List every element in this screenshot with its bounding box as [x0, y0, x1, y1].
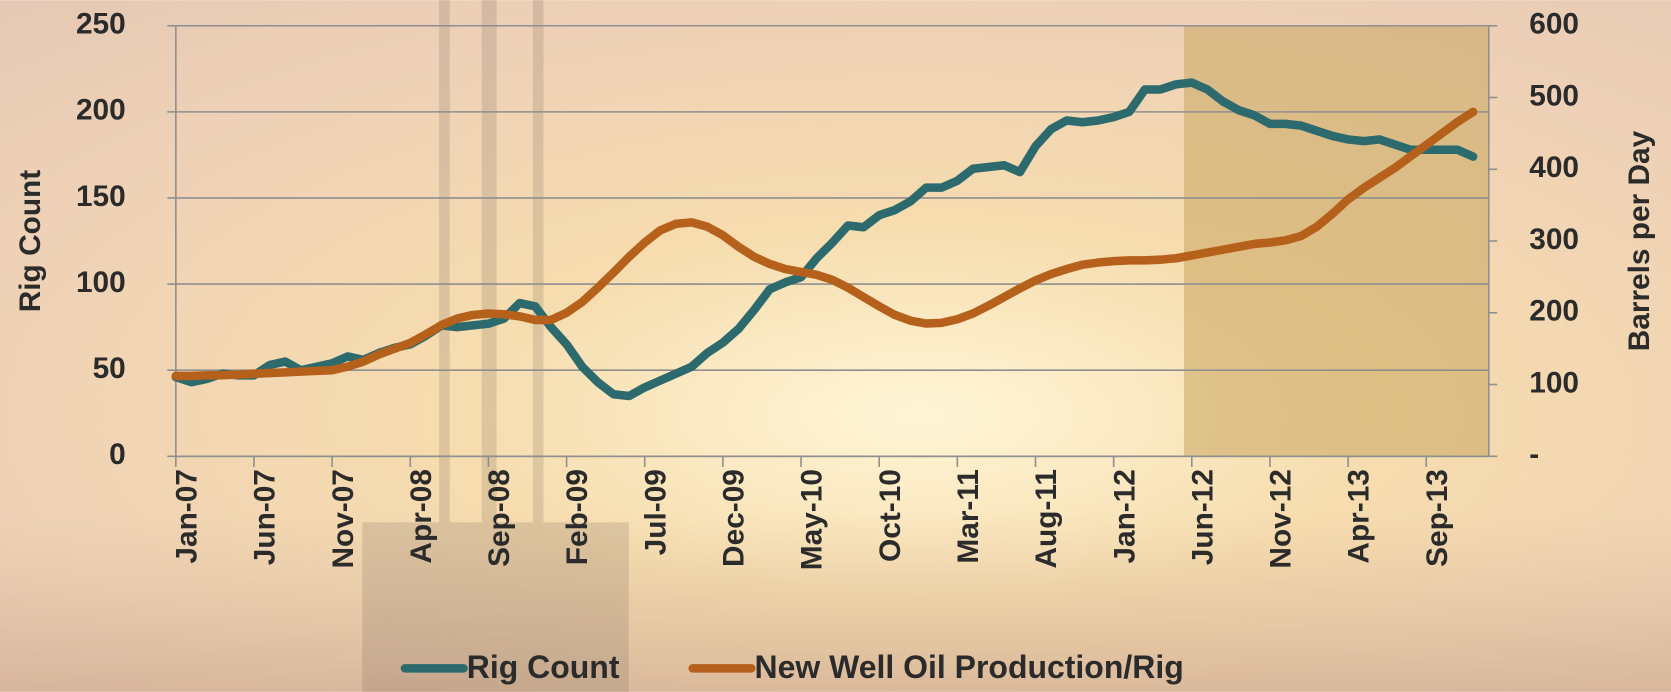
x-tick-label: Sep-08 [483, 469, 516, 567]
x-tick-label: Jun-07 [249, 469, 282, 565]
x-tick-label: Aug-11 [1030, 469, 1063, 568]
y-tick-label: 200 [76, 94, 126, 127]
x-tick-label: Jun-12 [1186, 469, 1219, 565]
rig-silhouette [362, 0, 629, 692]
x-tick-label: Oct-10 [874, 469, 907, 562]
y2-tick-label: 100 [1529, 366, 1579, 399]
highlight-region [1183, 25, 1489, 457]
x-tick-label: Sep-13 [1421, 469, 1454, 567]
x-tick-label: May-10 [796, 469, 829, 570]
y2-tick-label: 600 [1529, 8, 1579, 41]
y-tick-label: 250 [76, 8, 126, 41]
y2-tick-label: - [1529, 438, 1539, 471]
x-tick-label: Apr-13 [1343, 469, 1376, 563]
y-tick-label: 50 [93, 352, 126, 385]
x-tick-label: Jul-09 [639, 469, 672, 555]
series-line [171, 107, 1478, 381]
y2-tick-label: 300 [1529, 223, 1579, 256]
y2-tick-label: 400 [1529, 151, 1579, 184]
y-axis-title: Rig Count [14, 170, 47, 313]
x-tick-label: Jan-07 [171, 469, 204, 564]
x-tick-label: Jan-12 [1108, 469, 1141, 564]
x-tick-label: Mar-11 [952, 469, 985, 564]
x-tick-label: Nov-12 [1265, 469, 1298, 568]
legend-label: Rig Count [467, 649, 620, 685]
legend-label: New Well Oil Production/Rig [755, 649, 1184, 685]
x-tick-label: Feb-09 [561, 469, 594, 565]
background-ground [0, 511, 1671, 692]
y-tick-label: 0 [109, 438, 126, 471]
y2-tick-label: 500 [1529, 79, 1579, 112]
y-tick-label: 150 [76, 180, 126, 213]
y2-axis-title: Barrels per Day [1623, 130, 1656, 351]
x-tick-label: Dec-09 [718, 469, 751, 567]
x-tick-label: Apr-08 [405, 469, 438, 563]
y-tick-label: 100 [76, 266, 126, 299]
x-tick-label: Nov-07 [327, 469, 360, 568]
y2-tick-label: 200 [1529, 295, 1579, 328]
